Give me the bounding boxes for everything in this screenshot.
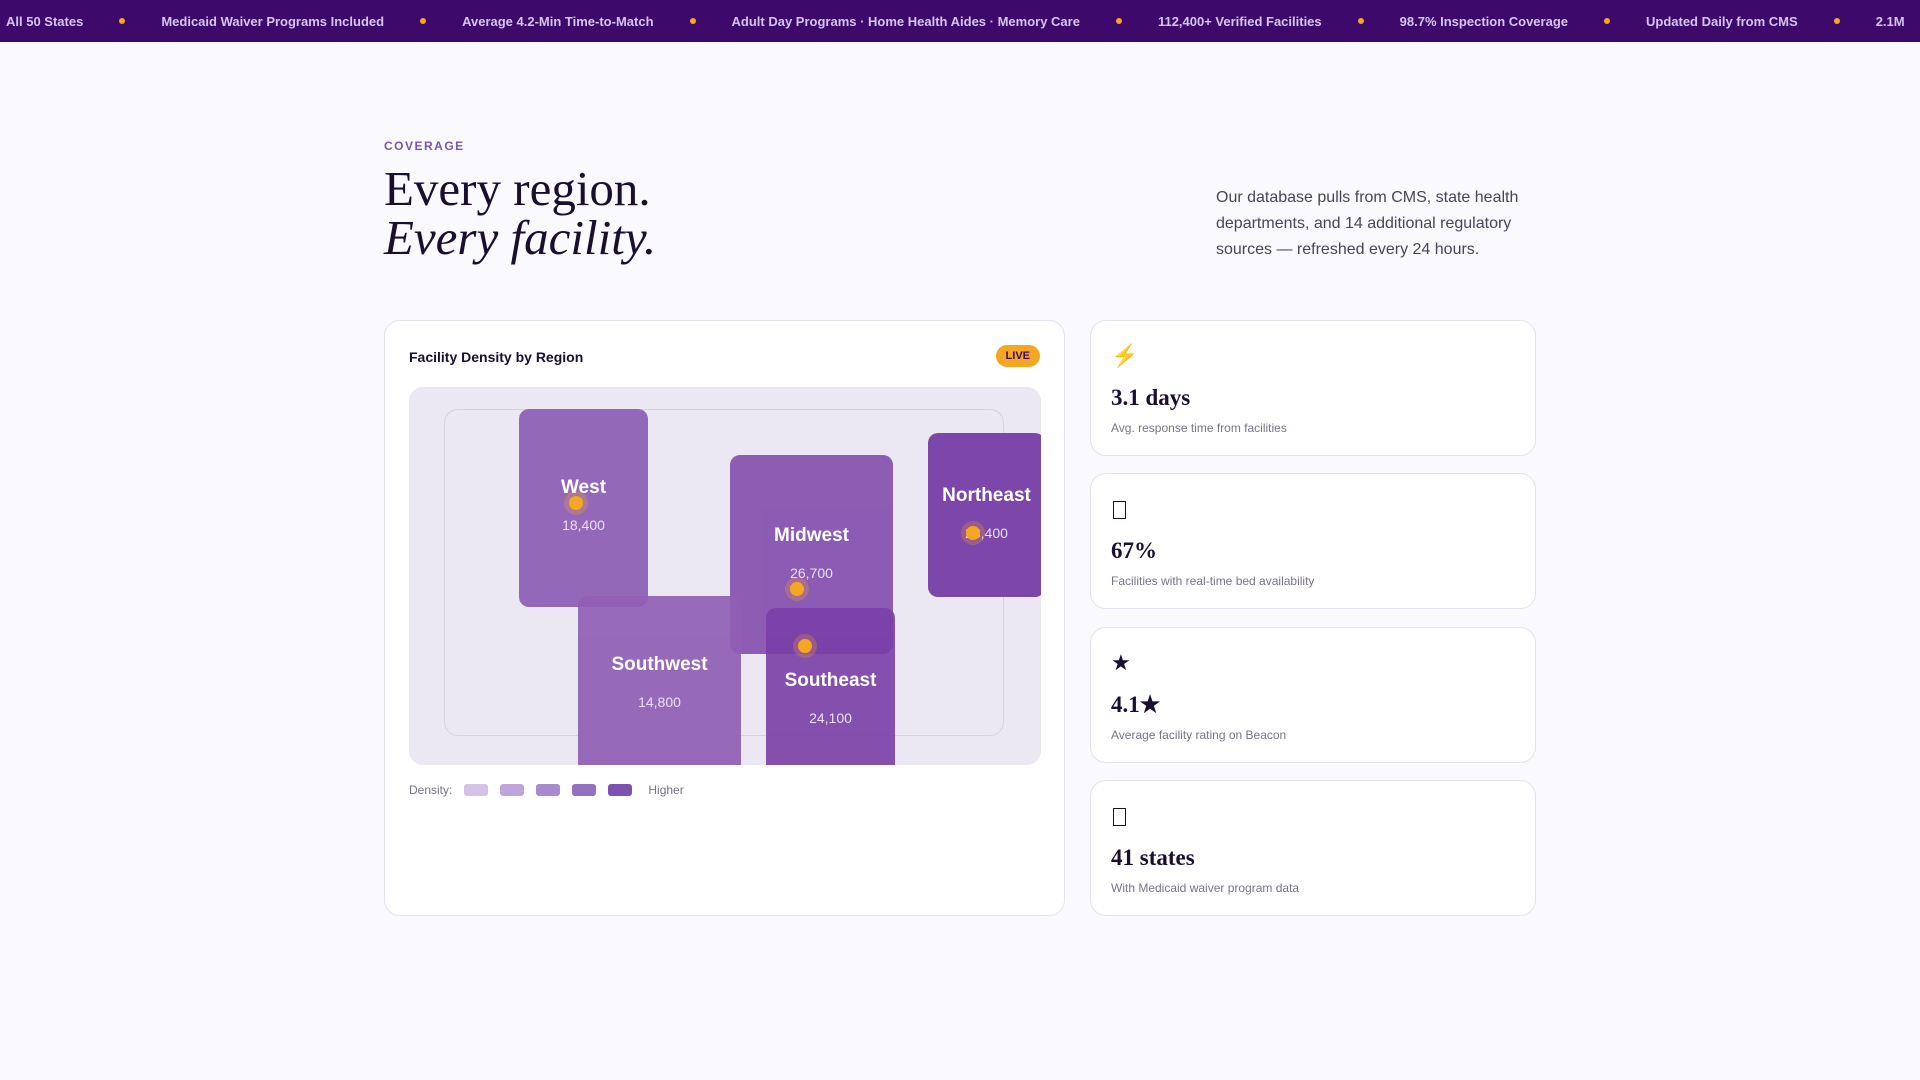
headline-line: Every region. — [384, 161, 651, 216]
ticker-item: 112,400+ Verified Facilities — [1157, 13, 1322, 29]
ticker-item: Updated Daily from CMS — [1646, 13, 1798, 29]
headline: Every region. Every facility. — [384, 164, 656, 262]
stat-card: 67% Facilities with real-time bed availab… — [1090, 473, 1536, 609]
stat-card: ⚡ 3.1 days Avg. response time from facilit… — [1090, 320, 1536, 456]
legend: Density: Higher — [409, 783, 684, 797]
region-name: Southwest — [611, 654, 708, 675]
region-name: Southeast — [784, 670, 877, 691]
map: West 18,400 Midwest 26,700 Northeast 28,400 So… — [409, 387, 1041, 765]
stat-label: Avg. response time from facilities — [1111, 421, 1287, 435]
legend-swatch — [536, 784, 561, 796]
region-name: Northeast — [942, 485, 1031, 506]
ticker-item: Medicaid Waiver Programs Included — [161, 13, 385, 29]
ticker: All 50 States Medicaid Waiver Programs In… — [0, 0, 1920, 42]
legend-swatch — [500, 784, 525, 796]
stat-value: 3.1 days — [1111, 385, 1191, 410]
stat-value: 67% — [1111, 538, 1157, 563]
stat-icon: ★ — [1111, 650, 1131, 675]
stat-value: 41 states — [1111, 845, 1195, 870]
region-name: Midwest — [774, 525, 849, 546]
legend-label: Density: — [409, 783, 453, 797]
region: Northeast 28,400 — [928, 433, 1041, 597]
region-count: 24,100 — [809, 710, 852, 726]
eyebrow: COVERAGE — [384, 139, 465, 153]
region-count: 26,700 — [790, 565, 833, 581]
stat-label: With Medicaid waiver program data — [1111, 881, 1300, 895]
region-count: 14,800 — [638, 694, 681, 710]
stat-value: 4.1★ — [1111, 692, 1161, 717]
ticker-dot — [1604, 18, 1610, 24]
card-title: Facility Density by Region — [409, 349, 584, 365]
live-badge: LIVE — [995, 345, 1040, 367]
region-count: 28,400 — [965, 525, 1008, 541]
region-dot — [798, 639, 812, 653]
ticker-dot — [119, 18, 126, 24]
ticker-dot — [1357, 18, 1364, 24]
region-dot — [569, 496, 583, 510]
stat-card: ★ 4.1★ Average facility rating on Beacon — [1090, 627, 1536, 763]
ticker-item: 98.7% Inspection Coverage — [1399, 13, 1568, 29]
map-card: Facility Density by Region LIVE West 18,4… — [384, 320, 1065, 916]
region: Southeast 24,100 — [766, 608, 895, 765]
ticker-dot — [1115, 18, 1122, 24]
ticker-item: Average 4.2-Min Time-to-Match — [462, 13, 654, 29]
legend-end: Higher — [648, 783, 684, 797]
legend-swatch — [608, 784, 633, 796]
stat-icon: ⚡ — [1111, 343, 1139, 368]
legend-swatch — [572, 784, 597, 796]
stat-icon — [1113, 501, 1126, 519]
ticker-dot — [420, 18, 427, 24]
ticker-item: Adult Day Programs · Home Health Aides ·… — [731, 13, 1080, 29]
region-dot — [790, 582, 804, 596]
region-dot — [966, 526, 980, 540]
region-name: West — [560, 477, 607, 498]
region: West 18,400 — [519, 409, 648, 607]
stat-icon — [1113, 808, 1126, 826]
stat-label: Average facility rating on Beacon — [1111, 728, 1287, 742]
ticker-item: All 50 States — [6, 13, 84, 29]
stat-label: Facilities with real-time bed availabili… — [1111, 574, 1315, 588]
ticker-dot — [1833, 18, 1840, 24]
region: Southwest 14,800 — [578, 596, 741, 765]
region-count: 18,400 — [562, 517, 605, 533]
ticker-dot — [689, 18, 696, 24]
headline-italic: Every facility. — [384, 210, 657, 265]
stat-card: 41 states With Medicaid waiver program da… — [1090, 780, 1536, 916]
legend-swatch — [464, 784, 489, 796]
description: Our database pulls from CMS, state healt… — [1216, 189, 1519, 258]
ticker-item: 2.1M — [1875, 13, 1905, 29]
